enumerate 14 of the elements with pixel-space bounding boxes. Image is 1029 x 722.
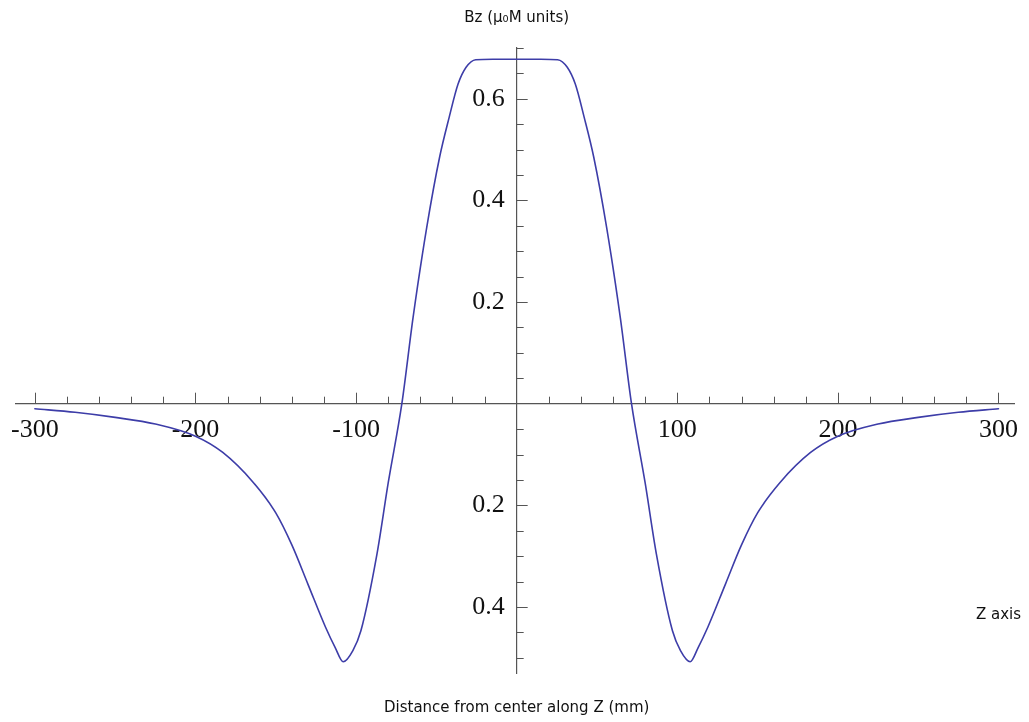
x-tick-label: -300 xyxy=(11,414,59,444)
y-tick-label: 0.2 xyxy=(472,285,505,315)
x-tick-label: -200 xyxy=(171,414,220,444)
y-tick-label: 0.2 xyxy=(472,489,505,519)
x-tick-label: 300 xyxy=(978,414,1018,444)
y-tick-label: 0.4 xyxy=(472,184,505,214)
y-tick-label: 0.6 xyxy=(472,82,505,112)
x-tick-label: 100 xyxy=(657,414,697,444)
y-tick-label: 0.4 xyxy=(472,590,505,620)
y-axis-title: Bz (μ₀M units) xyxy=(464,7,570,26)
x-axis-title: Distance from center along Z (mm) xyxy=(383,697,650,716)
x-tick-label: 200 xyxy=(818,414,858,444)
x-tick-label: -100 xyxy=(332,414,380,444)
annotation: Z axis xyxy=(975,605,1022,624)
